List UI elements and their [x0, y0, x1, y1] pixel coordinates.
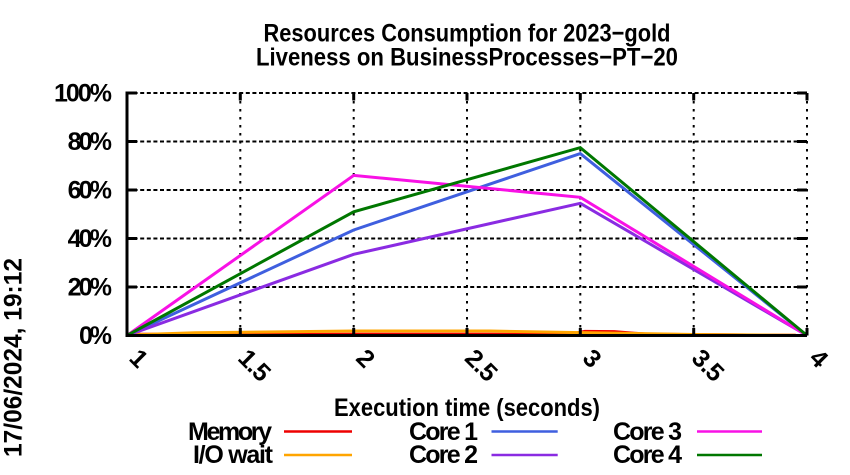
- svg-text:I/O wait: I/O wait: [193, 441, 274, 469]
- svg-text:Core 2: Core 2: [409, 441, 478, 469]
- svg-text:0%: 0%: [79, 322, 112, 350]
- svg-text:80%: 80%: [68, 128, 112, 156]
- svg-text:Core 1: Core 1: [409, 418, 478, 446]
- svg-text:60%: 60%: [68, 176, 112, 204]
- svg-text:Liveness on BusinessProcesses−: Liveness on BusinessProcesses−PT−20: [256, 43, 678, 71]
- svg-text:Execution time (seconds): Execution time (seconds): [334, 394, 600, 422]
- svg-text:Resources Consumption for 2023: Resources Consumption for 2023−gold: [264, 20, 671, 48]
- svg-text:Memory: Memory: [188, 418, 272, 446]
- svg-text:Core 4: Core 4: [613, 441, 682, 469]
- svg-text:17/06/2024, 19:12: 17/06/2024, 19:12: [0, 258, 28, 457]
- svg-text:Core 3: Core 3: [613, 418, 682, 446]
- svg-text:100%: 100%: [54, 79, 112, 107]
- svg-text:20%: 20%: [68, 273, 112, 301]
- svg-text:40%: 40%: [68, 225, 112, 253]
